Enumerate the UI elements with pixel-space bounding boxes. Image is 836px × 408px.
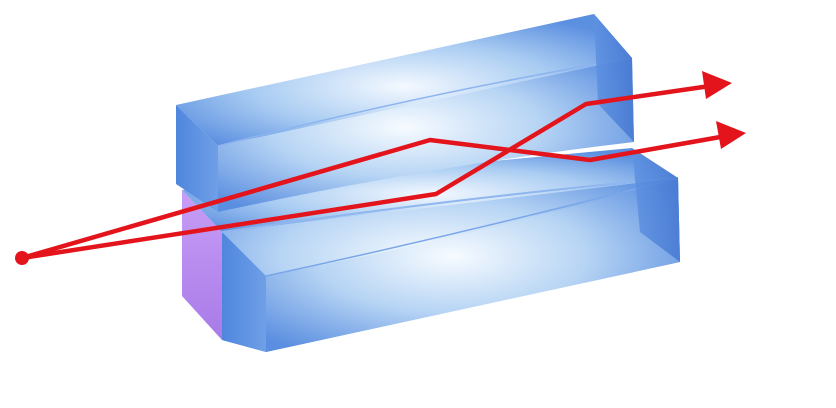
upper-slab-right-face <box>594 14 634 142</box>
upper-slab-left-face <box>176 105 218 212</box>
lower-slab-end-face <box>222 232 266 352</box>
rays <box>15 71 746 265</box>
ray-lower-arrowhead <box>702 71 732 99</box>
lower-slab-curved-edge <box>221 177 679 233</box>
lower-glass-slab <box>182 148 680 352</box>
lower-slab-top-face <box>182 148 678 232</box>
lower-slab-front-curve <box>265 177 679 277</box>
ray-upper-arrowhead <box>716 121 746 149</box>
lower-slab-long-face <box>266 178 680 352</box>
upper-slab-curve-line <box>217 57 633 147</box>
ray-lower-path <box>21 83 711 261</box>
light-source-point <box>15 251 29 265</box>
lower-slab-right-face <box>632 148 680 262</box>
upper-slab-top-face <box>176 14 632 146</box>
